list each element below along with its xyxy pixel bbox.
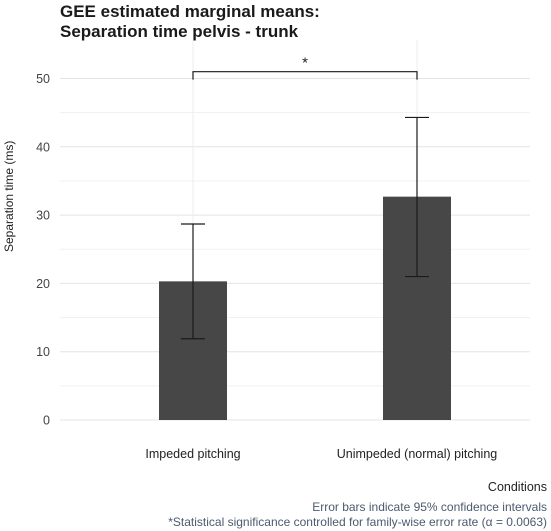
x-tick-label: Impeded pitching <box>145 447 240 461</box>
y-tick-label: 20 <box>36 277 50 291</box>
y-tick-label: 10 <box>36 345 50 359</box>
chart-title-line1: GEE estimated marginal means: <box>60 2 320 21</box>
y-tick-label: 50 <box>36 72 50 86</box>
y-tick-label: 30 <box>36 209 50 223</box>
significance-marker: * <box>302 55 308 72</box>
y-tick-label: 40 <box>36 140 50 154</box>
caption-significance: *Statistical significance controlled for… <box>168 515 547 529</box>
y-tick-label: 0 <box>43 414 50 428</box>
chart-title: GEE estimated marginal means: Separation… <box>60 2 320 42</box>
significance-bracket <box>192 71 418 80</box>
x-tick-label: Unimpeded (normal) pitching <box>337 447 498 461</box>
chart-title-line2: Separation time pelvis - trunk <box>60 22 299 41</box>
caption-error-bars: Error bars indicate 95% confidence inter… <box>312 500 547 514</box>
x-axis-label: Conditions <box>487 480 547 494</box>
